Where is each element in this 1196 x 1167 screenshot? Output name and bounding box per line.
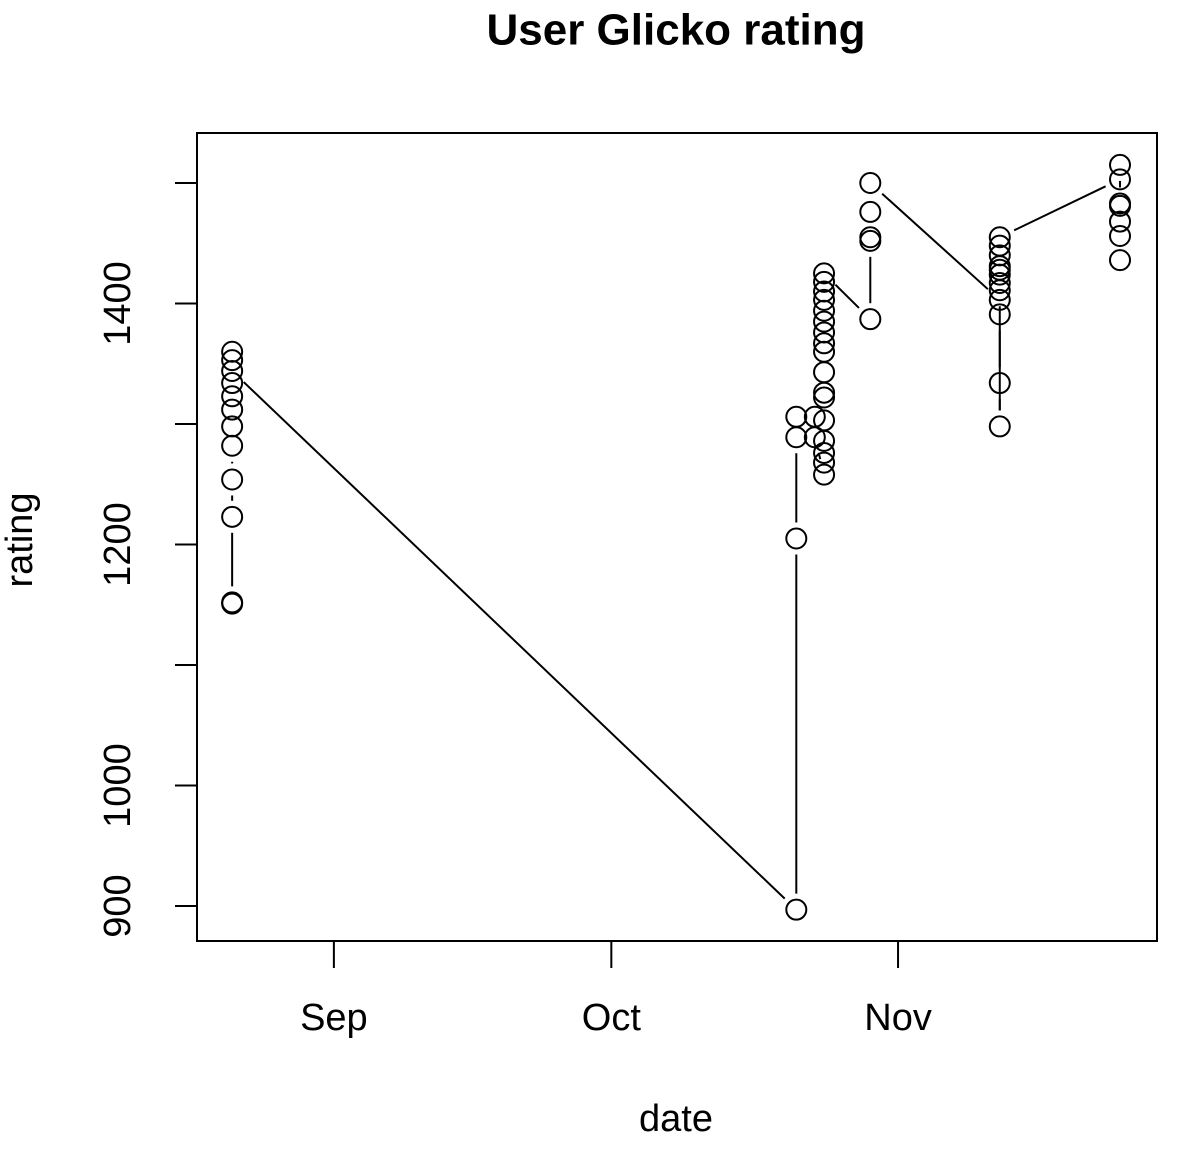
point bbox=[785, 898, 808, 921]
point bbox=[221, 434, 244, 457]
y-tick-label: 900 bbox=[97, 874, 139, 937]
point bbox=[859, 226, 882, 249]
x-axis-label: date bbox=[639, 1098, 713, 1140]
point bbox=[988, 226, 1011, 249]
point bbox=[988, 415, 1011, 438]
point bbox=[221, 372, 244, 395]
y-tick-label: 1200 bbox=[97, 502, 139, 587]
point bbox=[1109, 210, 1132, 233]
point bbox=[813, 381, 836, 404]
point bbox=[813, 463, 836, 486]
point bbox=[221, 349, 244, 372]
point bbox=[1109, 153, 1132, 176]
point bbox=[221, 505, 244, 528]
connector bbox=[834, 283, 860, 309]
point bbox=[813, 280, 836, 303]
point bbox=[988, 244, 1011, 267]
point bbox=[988, 288, 1011, 311]
point bbox=[813, 409, 836, 432]
point bbox=[813, 270, 836, 293]
chart-title: User Glicko rating bbox=[486, 6, 865, 55]
point bbox=[859, 200, 882, 223]
point bbox=[813, 288, 836, 311]
point bbox=[221, 360, 244, 383]
point bbox=[1109, 168, 1132, 191]
point bbox=[785, 426, 808, 449]
point bbox=[1109, 249, 1132, 272]
point bbox=[859, 308, 882, 331]
point bbox=[859, 172, 882, 195]
point bbox=[221, 415, 244, 438]
point bbox=[813, 262, 836, 285]
point bbox=[221, 398, 244, 421]
point bbox=[221, 591, 244, 614]
point bbox=[221, 468, 244, 491]
point bbox=[813, 361, 836, 384]
point bbox=[813, 310, 836, 333]
connector bbox=[881, 192, 989, 290]
point bbox=[988, 372, 1011, 395]
point bbox=[988, 303, 1011, 326]
y-axis-label: rating bbox=[0, 492, 41, 587]
point bbox=[813, 441, 836, 464]
y-tick-label: 1400 bbox=[97, 261, 139, 346]
point bbox=[988, 272, 1011, 295]
point bbox=[1109, 194, 1132, 217]
point bbox=[785, 405, 808, 428]
connector bbox=[243, 381, 786, 900]
plot-frame bbox=[196, 132, 1158, 942]
x-tick-label: Oct bbox=[582, 997, 642, 1039]
connector bbox=[1013, 185, 1107, 232]
point bbox=[813, 321, 836, 344]
point bbox=[785, 527, 808, 550]
point bbox=[1109, 225, 1132, 248]
y-tick-label: 1000 bbox=[97, 743, 139, 828]
x-tick-label: Sep bbox=[300, 997, 368, 1039]
point bbox=[813, 451, 836, 474]
point bbox=[221, 385, 244, 408]
point bbox=[813, 386, 836, 409]
point bbox=[813, 332, 836, 355]
x-tick-label: Nov bbox=[864, 997, 932, 1039]
point bbox=[988, 234, 1011, 257]
